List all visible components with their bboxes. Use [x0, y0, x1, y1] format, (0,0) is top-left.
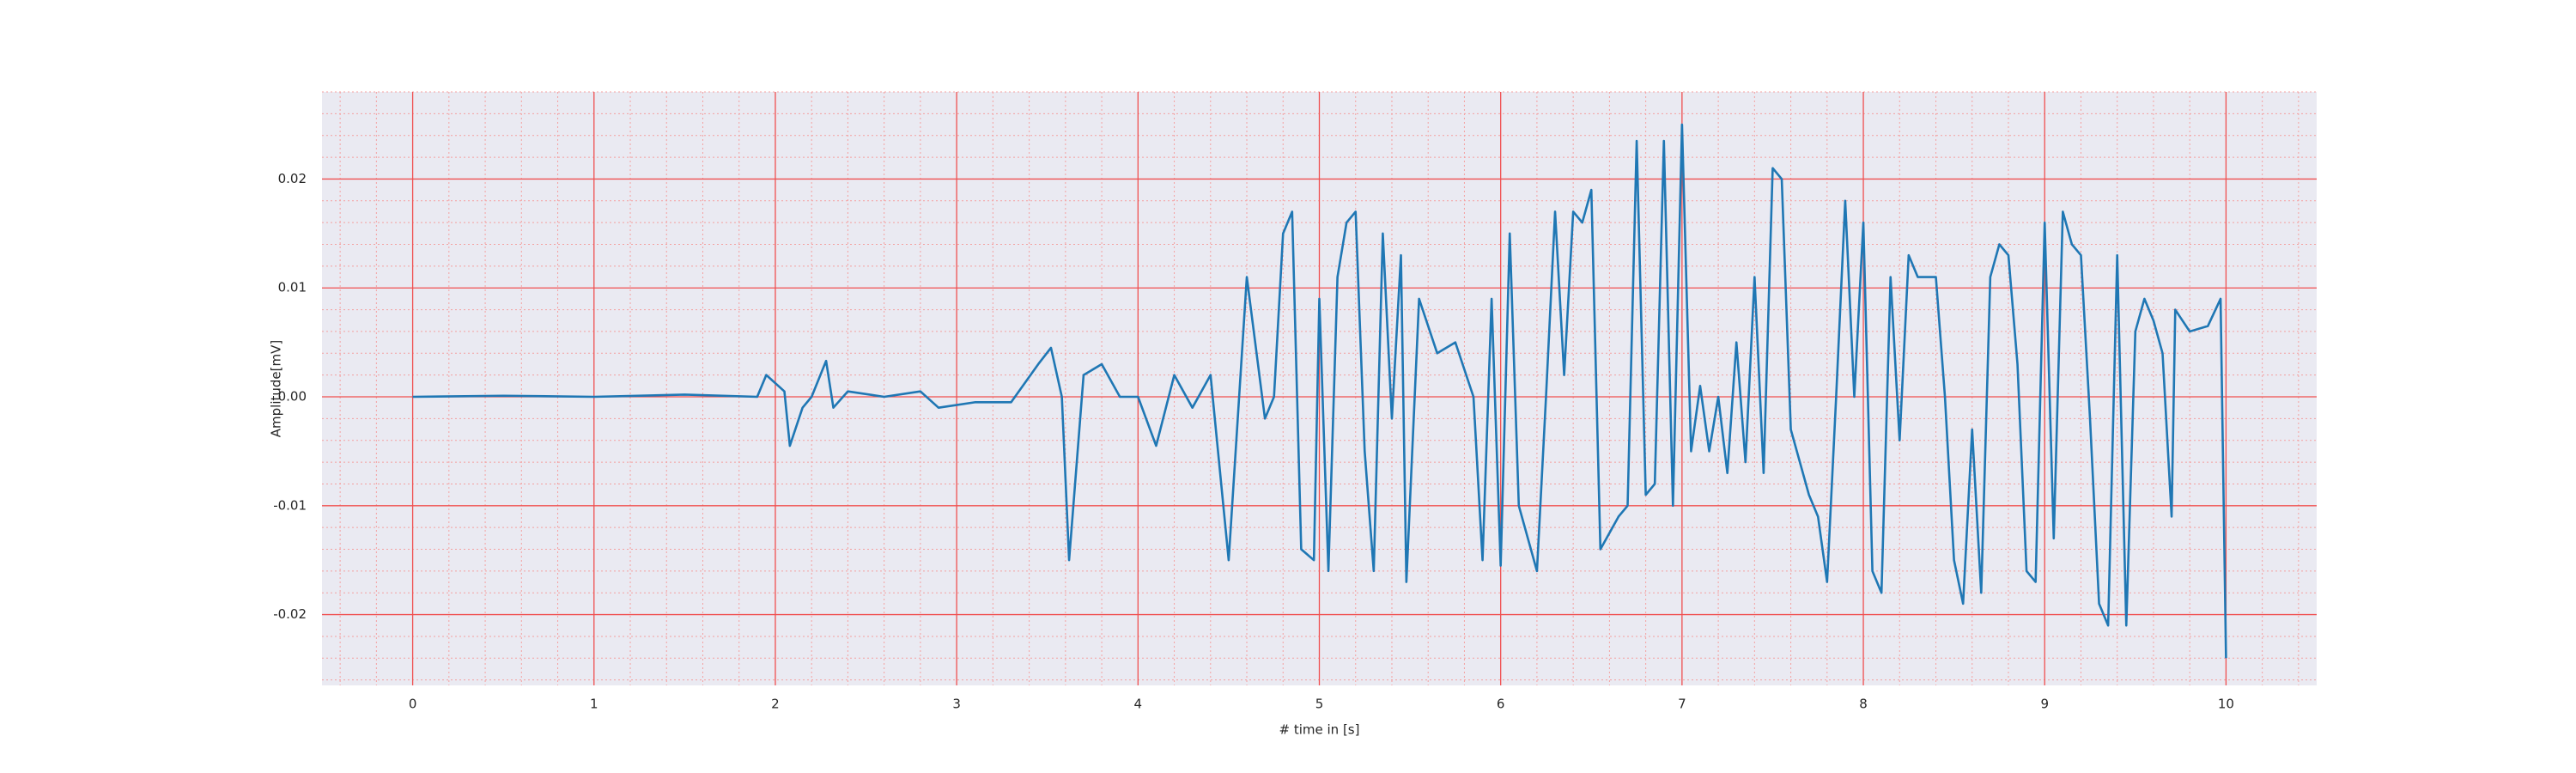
x-tick-label: 3	[952, 697, 961, 712]
x-tick-label: 9	[2040, 697, 2049, 712]
x-tick-label: 2	[771, 697, 780, 712]
y-tick-label: 0.00	[278, 389, 307, 405]
y-axis-label: Amplitude[mV]	[269, 340, 284, 437]
y-tick-label: 0.02	[278, 171, 307, 186]
x-tick-label: 7	[1678, 697, 1686, 712]
x-tick-label: 8	[1859, 697, 1868, 712]
y-tick-label: -0.01	[273, 497, 307, 513]
y-tick-label: 0.01	[278, 280, 307, 295]
x-axis-label: # time in [s]	[1279, 722, 1360, 738]
x-tick-label: 10	[2218, 697, 2234, 712]
x-tick-label: 1	[590, 697, 598, 712]
y-tick-label: -0.02	[273, 606, 307, 622]
x-tick-label: 5	[1315, 697, 1324, 712]
x-tick-label: 4	[1134, 697, 1143, 712]
x-tick-label: 0	[409, 697, 417, 712]
x-tick-label: 6	[1497, 697, 1505, 712]
signal-line	[412, 123, 2227, 659]
